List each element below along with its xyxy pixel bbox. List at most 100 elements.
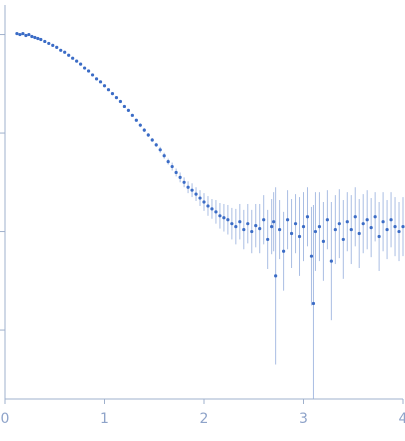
data-point [317,225,322,229]
data-point [21,31,25,36]
axes-group [0,5,404,404]
data-point [102,84,107,88]
data-point [309,254,314,258]
data-point [194,192,198,196]
data-point [266,237,270,242]
data-point [321,239,325,243]
data-point [341,237,345,242]
data-point [170,164,174,169]
data-point [401,225,405,229]
data-point [206,204,210,208]
data-point [166,160,170,164]
data-point [43,39,47,44]
data-point [381,220,385,224]
data-point [67,53,71,57]
data-point [202,200,206,204]
data-point [174,170,178,175]
data-point [333,227,337,232]
data-point [94,77,99,81]
data-point [285,218,290,222]
data-point [282,249,286,253]
data-point [254,224,258,228]
data-point [345,220,349,224]
data-point [361,222,365,226]
x-tick-label: 0 [1,411,10,427]
data-point [162,154,166,158]
x-tick-label: 1 [100,411,109,427]
data-point [30,34,34,39]
data-point [393,225,397,229]
data-point [238,220,242,224]
data-point [385,227,389,232]
data-point [274,274,278,278]
data-point [230,222,234,226]
data-point [63,50,67,54]
data-point [337,222,341,226]
data-point [118,99,123,104]
data-point [79,62,83,66]
data-point [389,218,393,222]
data-point [190,188,194,192]
data-point [226,218,230,222]
data-point [106,88,111,92]
data-point [75,59,79,63]
data-point [289,231,294,236]
data-point [311,301,316,306]
data-point [242,227,246,232]
x-tick-label: 3 [299,411,308,427]
data-point [122,104,126,109]
data-point [71,56,75,60]
data-point [47,41,51,46]
data-point [365,218,369,222]
error-bars-group [16,32,404,399]
data-point [51,43,55,47]
data-point [305,215,310,219]
data-point [353,215,357,219]
data-point [90,73,95,77]
data-point [357,231,361,236]
data-point [210,207,214,211]
data-point [39,37,43,42]
data-point [138,123,142,127]
data-point [110,92,115,96]
data-point [114,95,119,100]
data-point [18,32,22,37]
data-point [27,32,31,37]
data-points-group [15,31,405,306]
x-tick-label: 4 [399,411,405,427]
data-point [258,226,262,231]
data-point [246,222,250,226]
data-point [178,175,182,179]
data-point [297,234,302,239]
data-point [270,225,274,229]
data-point [329,259,333,263]
data-point [142,128,146,132]
data-point [59,48,63,52]
data-point [158,148,162,152]
data-point [349,227,353,232]
data-point [154,143,158,147]
data-point [278,227,282,232]
data-point [150,138,154,142]
data-point [301,225,306,229]
data-point [86,69,91,73]
data-point [186,185,190,189]
data-point [293,222,298,226]
data-point [146,133,150,137]
data-point [55,45,59,49]
data-point [272,220,276,224]
data-point [214,210,218,214]
data-point [126,108,130,112]
data-point [262,218,266,222]
data-point [222,216,226,220]
data-point [313,229,318,234]
data-point [98,80,103,84]
data-point [234,225,238,229]
data-point [33,35,37,40]
data-point [83,66,87,70]
data-point [134,118,138,122]
data-point [198,196,202,200]
data-point [373,215,377,219]
data-point [36,36,40,41]
